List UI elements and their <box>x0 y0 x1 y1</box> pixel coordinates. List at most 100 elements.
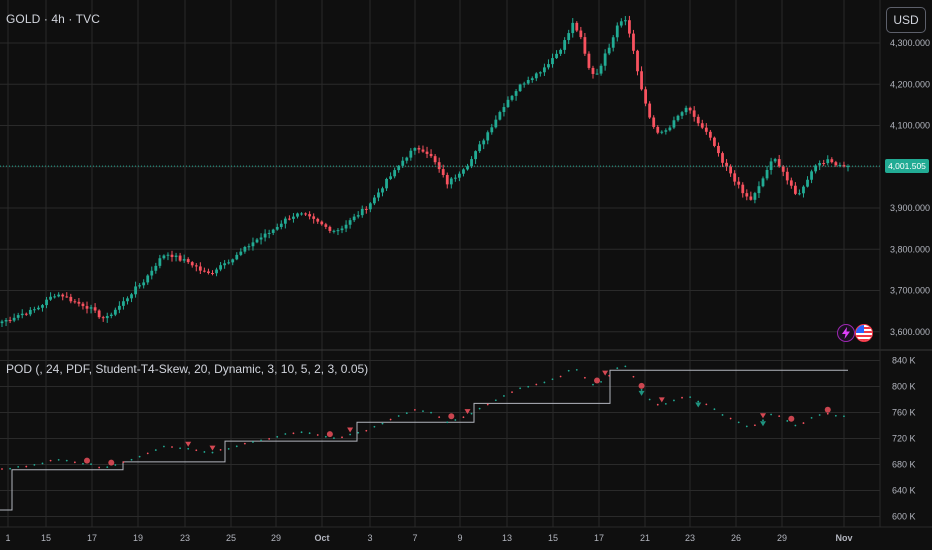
indicator-dot <box>365 429 368 432</box>
candle-body <box>243 246 247 252</box>
candle-body <box>45 299 48 306</box>
signal-marker <box>84 457 91 464</box>
candle-body <box>296 213 299 217</box>
candle-body <box>640 71 643 90</box>
candle-body <box>235 254 239 260</box>
candle-body <box>636 50 639 72</box>
candle-body <box>413 148 417 151</box>
indicator-dot <box>422 410 424 413</box>
candle-body <box>696 116 700 124</box>
indicator-dot <box>575 368 578 371</box>
candle-body <box>381 188 384 193</box>
candle-body <box>749 196 753 200</box>
indicator-dot <box>300 431 303 434</box>
signal-marker <box>638 390 645 396</box>
lightning-icon-glyph <box>842 327 850 339</box>
indicator-dot <box>438 416 441 418</box>
indicator-axis-label: 840 K <box>892 356 916 366</box>
signal-marker <box>108 459 115 466</box>
candle-body <box>81 303 85 307</box>
candle-body <box>692 110 696 117</box>
candle-body <box>263 233 267 238</box>
candle-body <box>773 159 777 162</box>
indicator-dot <box>551 378 554 381</box>
candle-body <box>437 162 441 170</box>
candle-body <box>20 313 24 316</box>
indicator-dot <box>470 412 473 415</box>
candle-body <box>652 117 656 127</box>
indicator-dot <box>171 446 173 448</box>
indicator-axis-label: 720 K <box>892 434 916 444</box>
lightning-icon[interactable] <box>837 324 855 342</box>
candle-body <box>466 166 469 170</box>
candle-body <box>312 216 316 219</box>
candle-body <box>275 226 279 230</box>
indicator-dot <box>1 468 3 470</box>
time-axis-label: 29 <box>271 533 281 543</box>
price-axis-label: 3,800.000 <box>890 244 930 254</box>
indicator-dot <box>413 409 416 411</box>
time-axis-label: 23 <box>180 533 190 543</box>
signal-marker <box>326 431 333 438</box>
candle-body <box>745 193 749 197</box>
price-axis-label: 3,700.000 <box>890 286 930 296</box>
candle-body <box>368 203 372 210</box>
candle-body <box>97 310 101 318</box>
candle-body <box>409 150 413 158</box>
currency-button[interactable]: USD <box>886 7 926 33</box>
candle-body <box>336 230 340 232</box>
candle-body <box>166 254 170 256</box>
candle-body <box>741 184 745 194</box>
indicator-dot <box>82 462 84 465</box>
indicator-dot <box>462 416 465 419</box>
indicator-dot <box>333 437 335 440</box>
indicator-dot <box>721 414 724 416</box>
us-flag-icon[interactable] <box>855 324 873 342</box>
candle-body <box>211 272 214 274</box>
time-axis-label: 9 <box>457 533 462 543</box>
signal-marker <box>448 413 455 420</box>
candle-body <box>73 301 77 303</box>
indicator-dot <box>559 375 562 378</box>
indicator-dot <box>316 434 319 436</box>
indicator-dot <box>195 449 198 452</box>
candle-body <box>547 64 550 68</box>
indicator-dot <box>583 376 586 379</box>
candle-body <box>65 296 69 298</box>
candle-body <box>765 169 769 179</box>
symbol-legend[interactable]: GOLD · 4h · TVC <box>6 12 100 26</box>
candle-body <box>247 246 251 248</box>
indicator-dot <box>98 466 101 469</box>
indicator-dot <box>478 407 481 410</box>
indicator-dot <box>138 455 141 458</box>
indicator-dot <box>778 415 781 418</box>
indicator-dot <box>681 396 683 399</box>
candle-body <box>429 153 433 157</box>
time-axis-label: 1 <box>5 533 10 543</box>
candle-body <box>170 254 174 257</box>
time-axis-label: 7 <box>412 533 417 543</box>
candle-body <box>567 33 571 41</box>
candle-body <box>510 95 514 100</box>
candle-body <box>672 120 676 128</box>
signal-marker <box>638 382 645 389</box>
time-axis-label: 23 <box>685 533 695 543</box>
indicator-legend[interactable]: POD (, 24, PDF, Student-T4-Skew, 20, Dyn… <box>6 362 369 376</box>
candle-body <box>8 320 12 322</box>
indicator-dot <box>535 383 538 386</box>
candle-body <box>202 270 206 272</box>
candle-body <box>405 157 409 161</box>
indicator-dot <box>73 461 76 464</box>
candle-body <box>320 221 324 225</box>
time-axis-label: 29 <box>777 533 787 543</box>
candle-body <box>49 296 52 300</box>
candle-body <box>41 305 44 308</box>
candle-body <box>32 309 36 311</box>
candle-body <box>611 37 615 48</box>
candle-body <box>458 173 461 178</box>
candle-body <box>397 165 401 171</box>
indicator-step-line <box>0 369 848 511</box>
candle-body <box>684 107 688 113</box>
